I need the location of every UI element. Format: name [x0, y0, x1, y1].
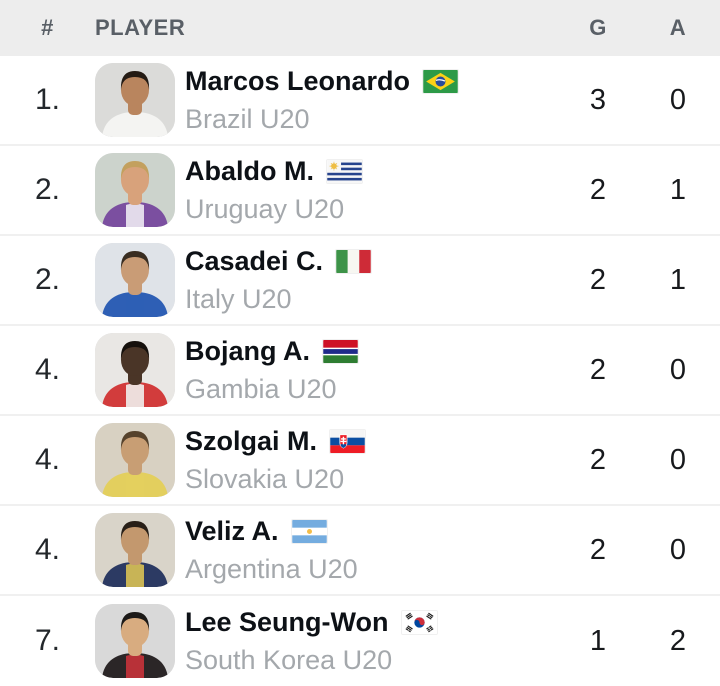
header-rank: #: [41, 15, 54, 40]
rank-cell: 2.: [34, 173, 61, 206]
assists-value: 1: [669, 263, 687, 296]
player-name[interactable]: Bojang A.: [185, 335, 310, 366]
table-row[interactable]: 7. Lee Seung-Won South Korea U20 1 2: [0, 596, 720, 686]
player-team: Argentina U20: [185, 553, 358, 584]
rank-cell: 4.: [34, 353, 61, 386]
player-name[interactable]: Abaldo M.: [185, 155, 314, 186]
player-team: Slovakia U20: [185, 463, 345, 494]
player-team: South Korea U20: [185, 644, 393, 675]
player-team: Uruguay U20: [185, 193, 345, 224]
player-info: Marcos Leonardo Brazil U20: [175, 66, 560, 135]
table-row[interactable]: 4. Bojang A. Gambia U20 2 0: [0, 326, 720, 416]
player-info: Szolgai M. Slovakia U20: [175, 426, 560, 495]
rank-cell: 4.: [34, 443, 61, 476]
header-goals: G: [589, 15, 607, 40]
player-name[interactable]: Marcos Leonardo: [185, 65, 411, 96]
player-team: Brazil U20: [185, 103, 310, 134]
player-name-line: Szolgai M.: [185, 426, 560, 457]
table-row[interactable]: 2. Casadei C. Italy U20 2 1: [0, 236, 720, 326]
table-body: 1. Marcos Leonardo Brazil U20 3 0 2. Aba…: [0, 56, 720, 686]
rank-cell: 2.: [34, 263, 61, 296]
player-info: Lee Seung-Won South Korea U20: [175, 607, 560, 676]
assists-value: 1: [669, 173, 687, 206]
player-name-line: Bojang A.: [185, 336, 560, 367]
brazil-flag-icon: [423, 69, 458, 93]
goals-value: 2: [589, 173, 607, 206]
rank-cell: 4.: [34, 533, 61, 566]
goals-value: 2: [589, 443, 607, 476]
player-info: Veliz A. Argentina U20: [175, 516, 560, 585]
player-name[interactable]: Casadei C.: [185, 245, 324, 276]
table-row[interactable]: 2. Abaldo M. Uruguay U20 2 1: [0, 146, 720, 236]
argentina-flag-icon: [291, 519, 327, 543]
goals-value: 2: [589, 353, 607, 386]
player-team: Gambia U20: [185, 373, 337, 404]
assists-value: 0: [669, 533, 687, 566]
player-avatar: [95, 153, 175, 227]
player-name[interactable]: Szolgai M.: [185, 425, 318, 456]
assists-value: 2: [669, 624, 687, 657]
header-assists: A: [669, 15, 687, 40]
player-info: Bojang A. Gambia U20: [175, 336, 560, 405]
player-avatar: [95, 513, 175, 587]
player-team: Italy U20: [185, 283, 292, 314]
slovakia-flag-icon: [330, 429, 365, 453]
table-header: # PLAYER G A: [0, 0, 720, 56]
player-avatar: [95, 604, 175, 678]
header-player: PLAYER: [95, 15, 186, 40]
goals-value: 2: [589, 533, 607, 566]
player-info: Abaldo M. Uruguay U20: [175, 156, 560, 225]
player-name-line: Marcos Leonardo: [185, 66, 560, 97]
table-row[interactable]: 4. Szolgai M. Slovakia U20 2 0: [0, 416, 720, 506]
rank-cell: 7.: [34, 624, 61, 657]
player-name[interactable]: Lee Seung-Won: [185, 606, 389, 637]
italy-flag-icon: [336, 249, 371, 273]
player-info: Casadei C. Italy U20: [175, 246, 560, 315]
player-avatar: [95, 63, 175, 137]
table-row[interactable]: 4. Veliz A. Argentina U20 2 0: [0, 506, 720, 596]
player-name-line: Abaldo M.: [185, 156, 560, 187]
player-name[interactable]: Veliz A.: [185, 515, 279, 546]
player-avatar: [95, 423, 175, 497]
player-name-line: Casadei C.: [185, 246, 560, 277]
player-name-line: Lee Seung-Won: [185, 607, 560, 638]
table-row[interactable]: 1. Marcos Leonardo Brazil U20 3 0: [0, 56, 720, 146]
uruguay-flag-icon: [327, 159, 362, 183]
player-name-line: Veliz A.: [185, 516, 560, 547]
gambia-flag-icon: [323, 339, 358, 363]
goals-value: 2: [589, 263, 607, 296]
player-avatar: [95, 333, 175, 407]
rank-cell: 1.: [34, 83, 61, 116]
assists-value: 0: [669, 443, 687, 476]
player-avatar: [95, 243, 175, 317]
goals-value: 1: [589, 624, 607, 657]
goals-value: 3: [589, 83, 607, 116]
assists-value: 0: [669, 353, 687, 386]
south-korea-flag-icon: [401, 610, 437, 634]
assists-value: 0: [669, 83, 687, 116]
